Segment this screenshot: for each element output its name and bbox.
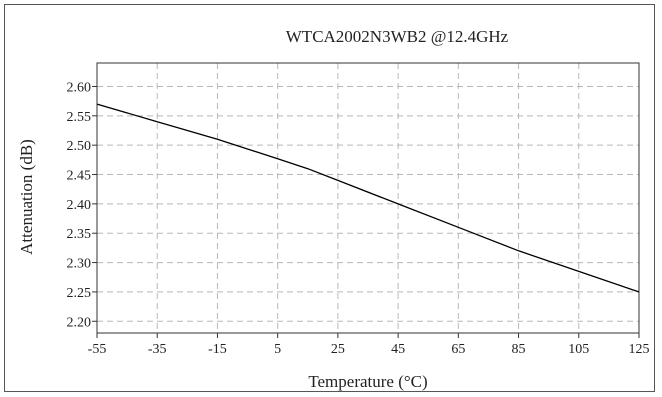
y-tick-label: 2.40 — [67, 198, 92, 213]
x-tick-label: 65 — [451, 342, 465, 357]
x-tick-label: -35 — [148, 342, 167, 357]
y-tick-label: 2.30 — [67, 257, 92, 272]
plot-area — [96, 62, 640, 334]
y-tick-label: 2.35 — [67, 227, 92, 242]
x-tick-label: 105 — [568, 342, 589, 357]
y-axis-label: Attenuation (dB) — [17, 139, 36, 255]
x-tick-label: 125 — [629, 342, 650, 357]
x-tick-label: 5 — [274, 342, 281, 357]
x-tick-label: 85 — [512, 342, 526, 357]
y-tick-label: 2.20 — [67, 315, 92, 330]
y-axis-ticks: 2.20 2.25 2.30 2.35 2.40 2.45 2.50 2.55 2.60 — [67, 80, 97, 330]
series-group — [96, 103, 640, 293]
y-tick-label: 2.60 — [67, 80, 92, 95]
x-axis-label: Temperature (°C) — [308, 372, 427, 391]
y-tick-label: 2.50 — [67, 139, 92, 154]
y-tick-label: 2.25 — [67, 286, 92, 301]
y-tick-label: 2.45 — [67, 169, 92, 184]
series-line — [96, 103, 640, 293]
y-tick-label: 2.55 — [67, 110, 92, 125]
x-tick-label: -15 — [208, 342, 227, 357]
chart-frame — [4, 4, 655, 392]
x-tick-label: -55 — [88, 342, 107, 357]
x-tick-label: 45 — [391, 342, 405, 357]
x-axis-ticks: -55 -35 -15 5 25 45 65 85 105 125 — [88, 333, 650, 357]
grid — [96, 63, 640, 333]
chart-title: WTCA2002N3WB2 @12.4GHz — [286, 27, 509, 46]
x-tick-label: 25 — [331, 342, 345, 357]
